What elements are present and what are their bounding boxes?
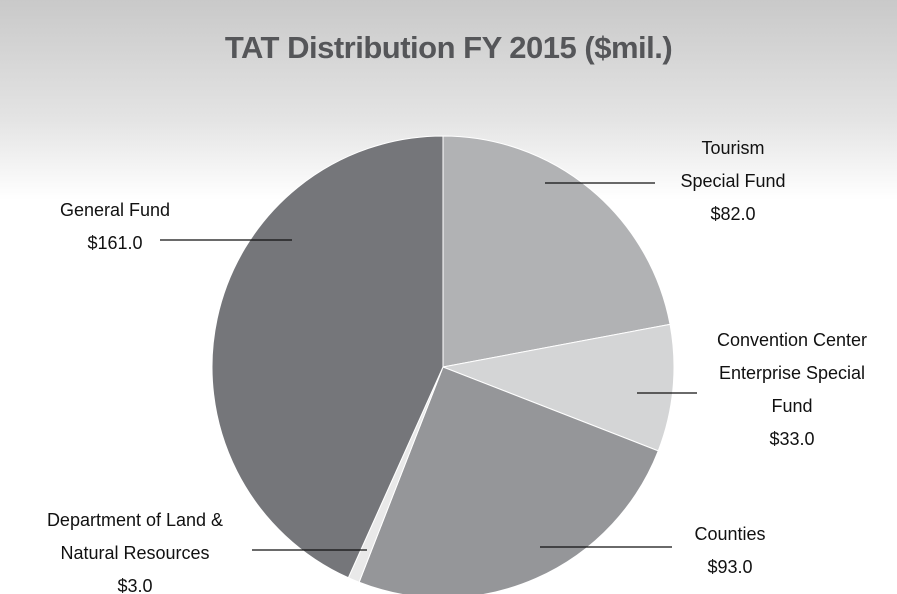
slice-label: Tourism Special Fund <box>680 138 786 191</box>
pie-slice <box>358 366 659 594</box>
pie-slice <box>442 135 671 368</box>
pie-slice <box>441 323 675 452</box>
slice-label: Convention Center Enterprise Special Fun… <box>716 330 868 416</box>
chart-title: TAT Distribution FY 2015 ($mil.) <box>224 30 673 65</box>
value-label: $33.0 <box>769 429 815 449</box>
value-label: $3.0 <box>117 576 153 594</box>
value-label: $93.0 <box>707 557 753 577</box>
pie-slice <box>211 135 444 579</box>
slice-label: General Fund <box>59 200 171 220</box>
slice-label: Department of Land & Natural Resources <box>46 510 224 563</box>
slice-label: Counties <box>694 524 766 544</box>
value-label: $161.0 <box>87 233 143 253</box>
value-label: $82.0 <box>710 204 756 224</box>
